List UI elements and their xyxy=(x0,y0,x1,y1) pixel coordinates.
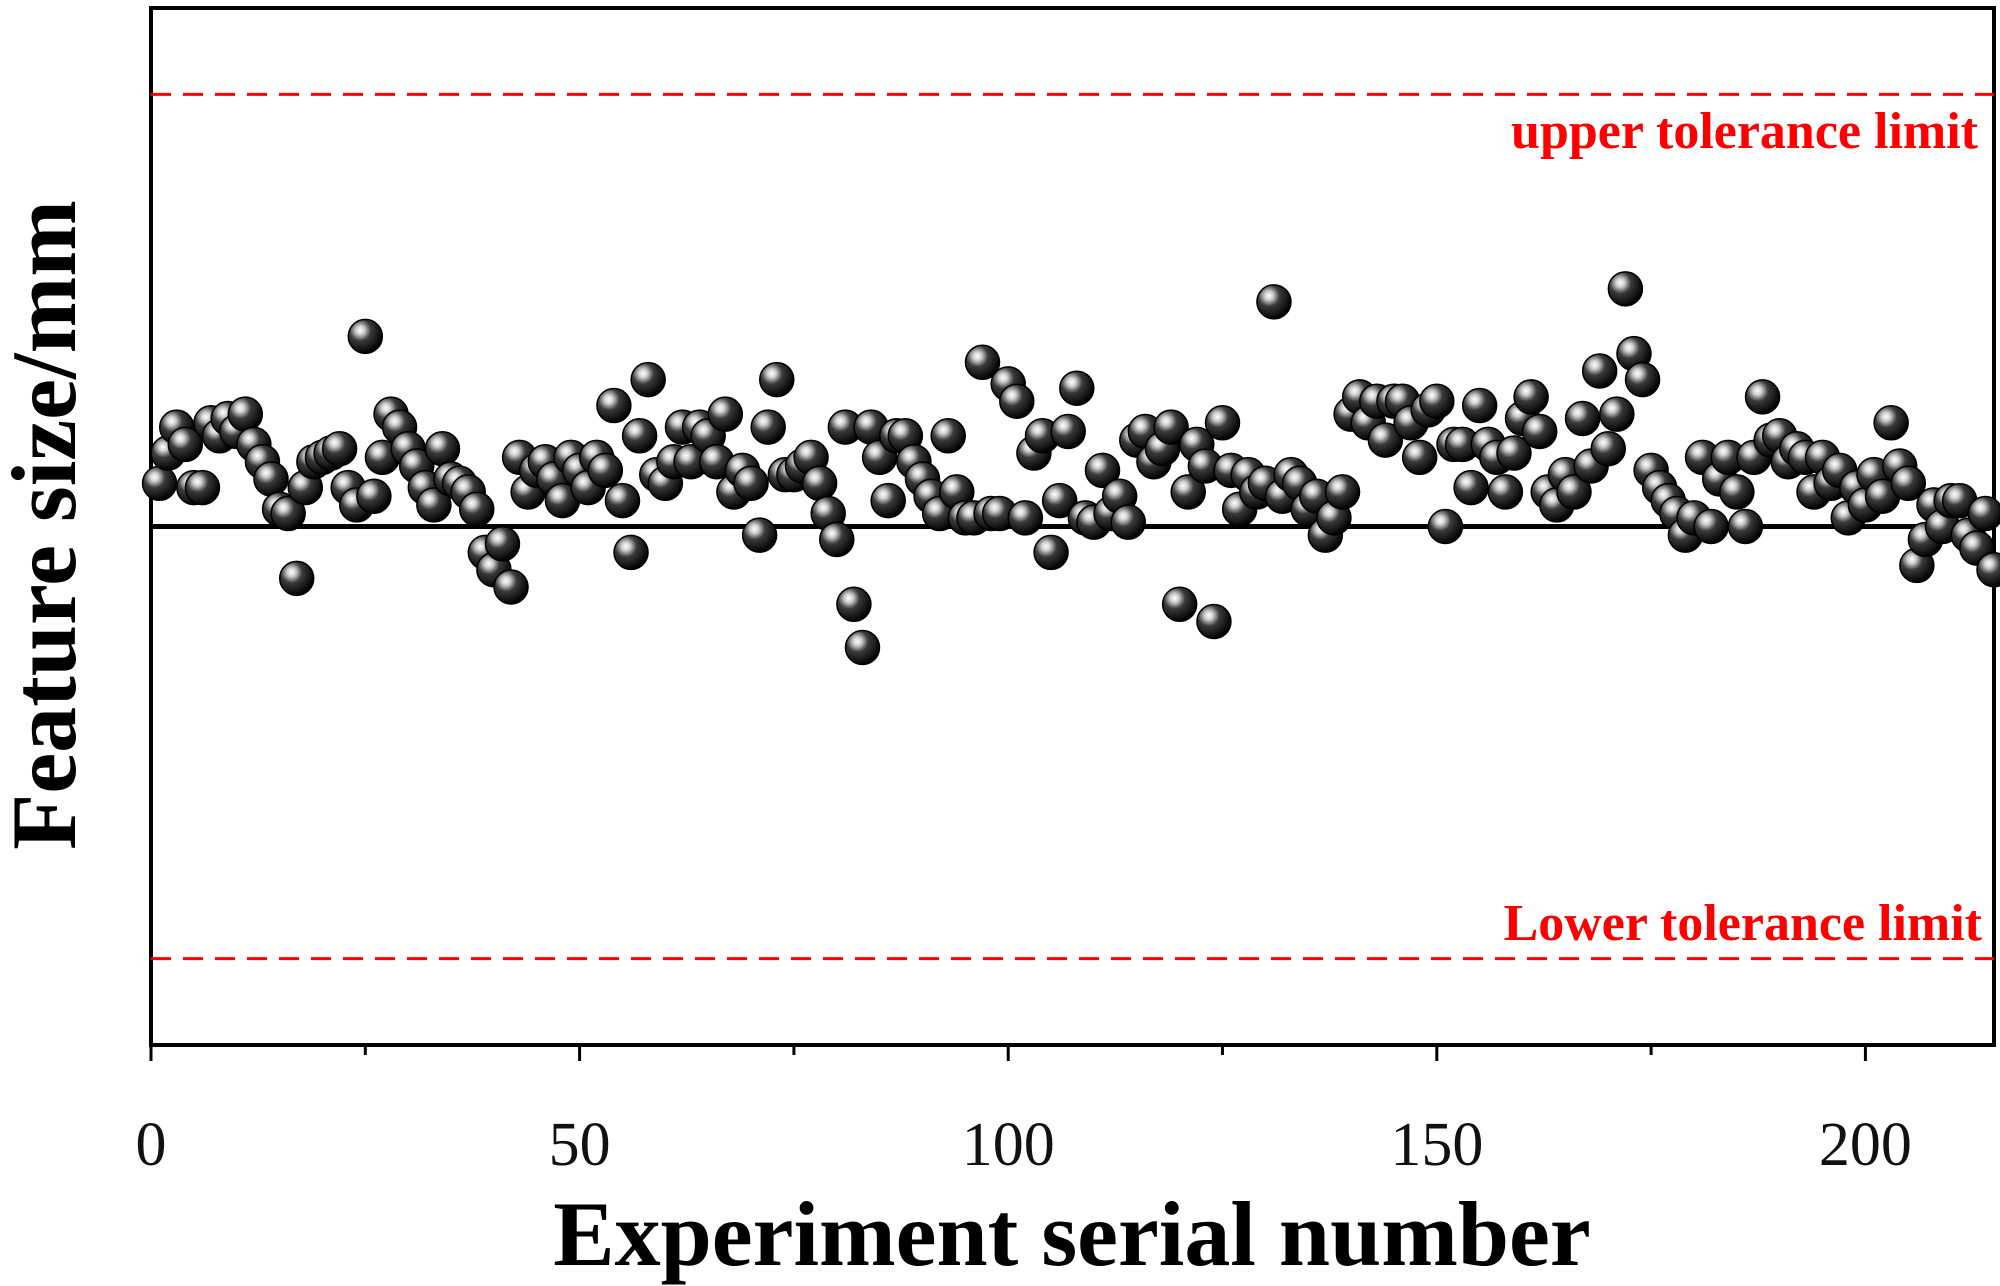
data-point xyxy=(1624,361,1661,398)
data-point xyxy=(587,452,624,489)
x-tick-label: 0 xyxy=(136,1111,167,1179)
upper-limit-label: upper tolerance limit xyxy=(1511,103,1979,160)
data-point xyxy=(596,387,632,424)
data-point xyxy=(1059,370,1095,406)
data-point xyxy=(1419,383,1455,419)
data-point xyxy=(613,534,649,571)
data-point xyxy=(278,560,315,597)
data-point xyxy=(347,318,384,355)
data-point xyxy=(819,521,855,558)
data-point xyxy=(1590,430,1627,467)
data-point xyxy=(604,482,641,519)
data-point xyxy=(1873,405,1909,441)
data-point xyxy=(1084,452,1121,489)
data-point xyxy=(1976,551,2000,588)
data-point xyxy=(630,361,666,398)
data-point xyxy=(741,517,778,553)
data-point xyxy=(801,465,838,502)
data-point xyxy=(1607,271,1644,307)
data-point xyxy=(1204,405,1241,441)
data-point xyxy=(759,361,795,398)
data-point xyxy=(1161,586,1198,623)
data-point xyxy=(621,418,658,454)
data-point xyxy=(416,487,452,523)
data-point xyxy=(1890,465,1927,502)
data-point xyxy=(1487,474,1524,510)
data-point xyxy=(1050,413,1086,450)
data-point xyxy=(1727,508,1764,545)
data-point xyxy=(1007,500,1044,536)
x-tick-label: 50 xyxy=(549,1111,611,1179)
data-point xyxy=(1556,474,1592,510)
data-point xyxy=(999,383,1035,419)
x-axis-title: Experiment serial number xyxy=(553,1183,1590,1285)
data-point xyxy=(1581,353,1618,389)
data-point xyxy=(167,426,204,463)
data-point xyxy=(253,461,289,497)
data-point xyxy=(1693,508,1729,545)
data-point xyxy=(1401,439,1438,476)
data-point xyxy=(1033,534,1069,571)
x-tick-label: 150 xyxy=(1390,1111,1483,1179)
data-point xyxy=(1427,508,1464,545)
data-point xyxy=(836,586,872,623)
data-point xyxy=(733,465,769,502)
data-point xyxy=(1719,474,1755,510)
data-point xyxy=(424,430,461,467)
data-point xyxy=(930,418,966,454)
x-axis-ticks: 0 50 100 150 200 xyxy=(136,1045,1912,1179)
data-point xyxy=(750,409,786,445)
data-point xyxy=(1153,409,1189,445)
data-point xyxy=(1521,413,1558,450)
data-point xyxy=(184,469,221,506)
data-point xyxy=(870,482,906,519)
data-point xyxy=(1170,474,1206,510)
data-point xyxy=(844,629,881,666)
data-point xyxy=(1496,435,1532,471)
y-axis-title: Feature size/mm xyxy=(0,200,95,850)
data-point xyxy=(1041,482,1078,519)
data-point xyxy=(1967,495,2000,532)
data-point xyxy=(1599,396,1635,432)
data-point xyxy=(227,396,264,432)
data-point xyxy=(1196,603,1232,640)
data-point xyxy=(141,465,178,502)
data-point xyxy=(1564,400,1601,437)
data-point xyxy=(356,478,392,515)
x-tick-label: 200 xyxy=(1819,1111,1912,1179)
data-point xyxy=(484,526,521,562)
data-point xyxy=(707,396,744,432)
data-point xyxy=(1324,474,1361,510)
data-points xyxy=(141,271,2000,666)
data-point xyxy=(1744,379,1781,415)
data-point xyxy=(1513,379,1549,415)
data-point xyxy=(1461,387,1498,424)
data-point xyxy=(493,569,529,605)
data-point xyxy=(270,495,306,532)
data-point xyxy=(1453,469,1489,506)
data-point xyxy=(458,491,495,527)
data-point xyxy=(1110,504,1146,540)
x-tick-label: 100 xyxy=(962,1111,1055,1179)
data-point xyxy=(964,344,1001,381)
data-point xyxy=(1367,422,1404,458)
data-point xyxy=(1256,284,1292,320)
lower-limit-label: Lower tolerance limit xyxy=(1504,895,1983,952)
data-point xyxy=(321,430,358,467)
